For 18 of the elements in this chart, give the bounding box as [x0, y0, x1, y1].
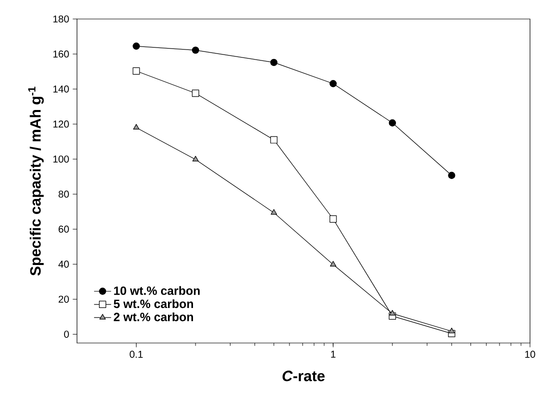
y-tick-label: 160 [53, 50, 69, 58]
x-tick-label: 10 [525, 350, 536, 358]
y-tick-label: 60 [58, 226, 69, 233]
x-axis-title: C-rate [282, 370, 325, 382]
y-axis-title: Specific capacity / mAh g$^{-1}$ [28, 86, 44, 276]
y-tick-label: 20 [58, 296, 69, 303]
y-tick-label: 40 [58, 260, 69, 268]
y-tick-label: 0 [64, 330, 69, 338]
y-tick-label: 180 [53, 15, 69, 23]
x-tick-label: 1 [331, 350, 336, 358]
y-tick-label: 120 [53, 120, 69, 128]
legend-label: 10 wt.% carbon [114, 286, 200, 295]
legend-label: 5 wt.% carbon [114, 299, 194, 308]
y-tick-label: 80 [58, 190, 69, 198]
x-tick-label: 0.1 [130, 350, 143, 358]
y-tick-label: 140 [53, 86, 69, 93]
legend-label: 2 wt.% carbon [114, 312, 194, 322]
y-tick-label: 100 [53, 156, 69, 163]
